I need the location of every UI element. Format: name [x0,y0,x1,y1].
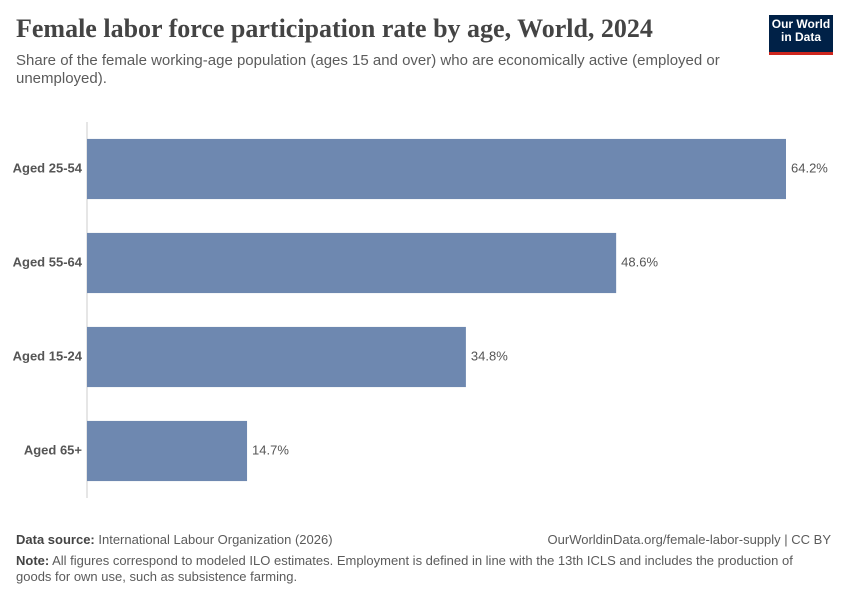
bar [87,138,786,200]
value-label: 48.6% [621,254,658,269]
value-label: 14.7% [252,442,289,457]
note-label: Note: [16,553,50,568]
source-label: Data source: [16,532,95,547]
y-tick-label: Aged 55-64 [13,254,83,269]
value-label: 64.2% [791,160,828,175]
y-tick-label: Aged 25-54 [13,160,83,175]
bar [87,420,248,482]
y-tick-label: Aged 15-24 [13,348,83,363]
logo[interactable]: Our World in Data [769,15,833,55]
bar [87,232,617,294]
logo-line: in Data [780,30,821,44]
note-text: All figures correspond to modeled ILO es… [16,553,793,584]
chart-title: Female labor force participation rate by… [16,14,653,43]
chart-subtitle: Share of the female working-age populati… [16,52,720,87]
logo-line: Our World [771,17,831,31]
bar [87,326,466,388]
url[interactable]: OurWorldinData.org/female-labor-supply |… [547,532,831,547]
source-text[interactable]: International Labour Organization (2026) [98,532,333,547]
y-tick-label: Aged 65+ [24,442,83,457]
source: Data source: International Labour Organi… [16,532,333,548]
note: Note: All figures correspond to modeled … [16,553,831,585]
value-label: 34.8% [471,348,508,363]
